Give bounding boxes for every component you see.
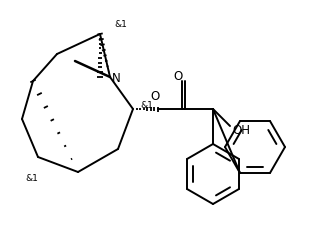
Text: O: O xyxy=(150,90,160,104)
Text: &1: &1 xyxy=(25,174,38,183)
Text: &1: &1 xyxy=(114,20,127,29)
Text: OH: OH xyxy=(232,125,250,137)
Text: O: O xyxy=(173,69,183,82)
Text: &1: &1 xyxy=(140,101,153,111)
Text: N: N xyxy=(112,73,121,85)
